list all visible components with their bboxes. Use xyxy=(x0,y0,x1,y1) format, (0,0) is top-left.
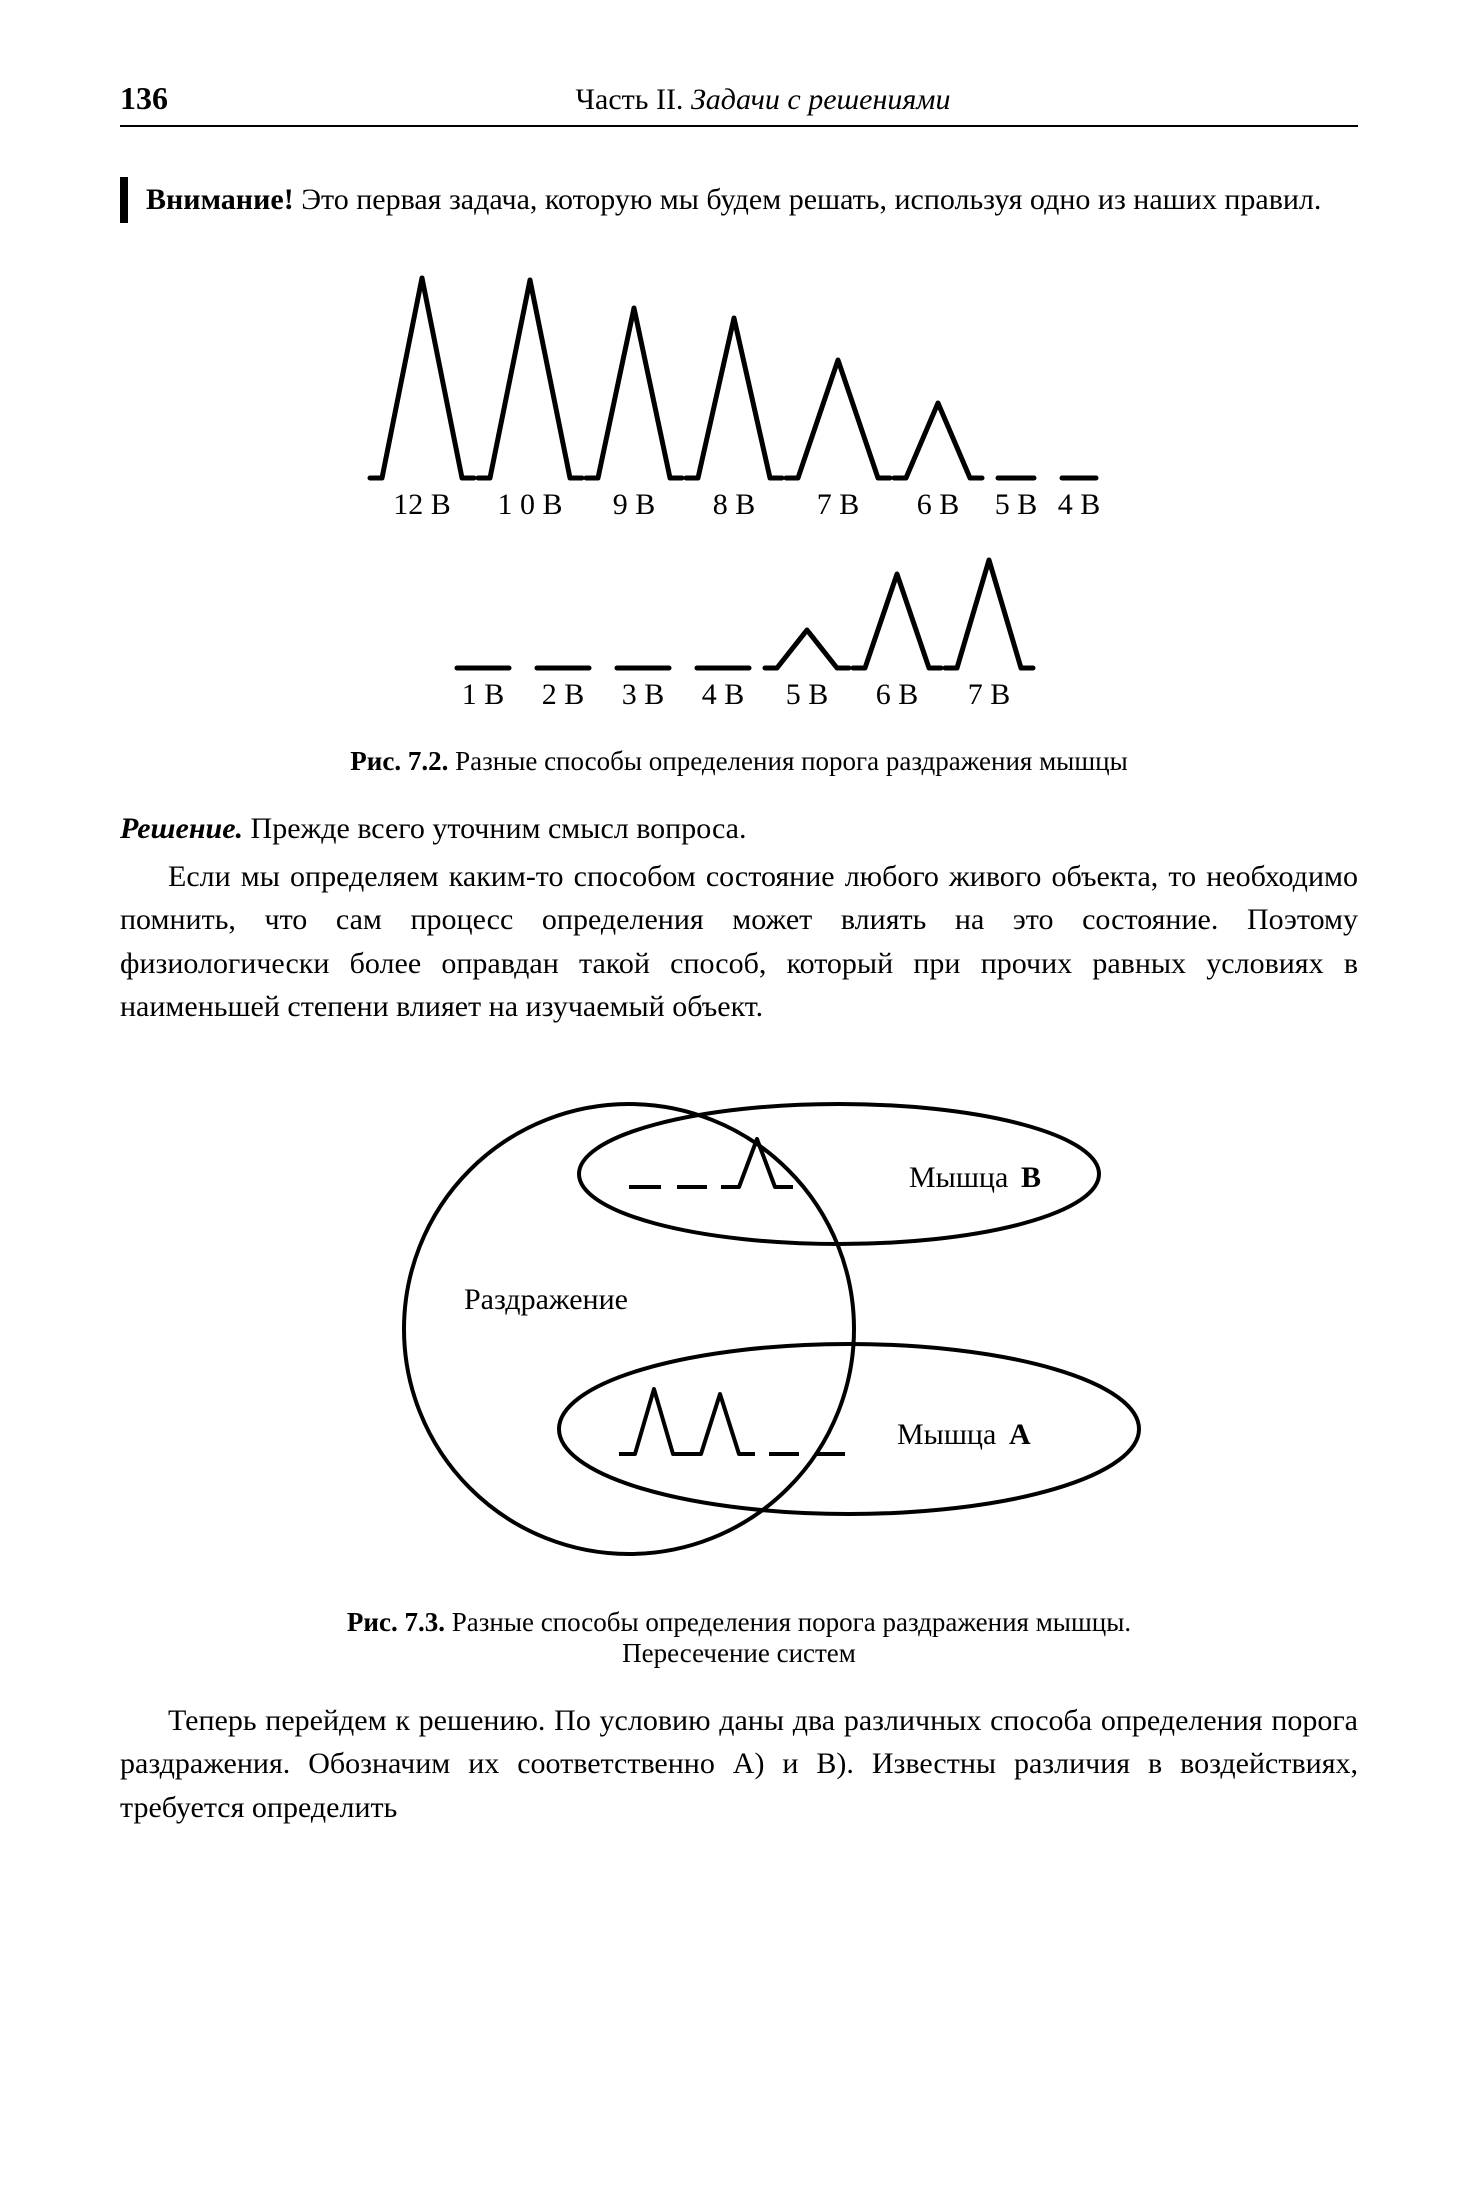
svg-text:4 В: 4 В xyxy=(702,678,745,711)
svg-text:Мышца: Мышца xyxy=(909,1161,1008,1194)
paragraph-3: Теперь перейдем к решению. По условию да… xyxy=(120,1699,1358,1830)
paragraph-2: Если мы определяем каким-то способом сос… xyxy=(120,855,1358,1029)
svg-text:1 В: 1 В xyxy=(462,678,505,711)
svg-text:5 В: 5 В xyxy=(786,678,829,711)
waveform-row-2: 1 В 2 В 3 В 4 В 5 В 6 В 7 В xyxy=(433,538,1045,713)
figure-7-3-caption: Рис. 7.3. Разные способы определения пор… xyxy=(120,1607,1358,1669)
svg-text:9 В: 9 В xyxy=(613,488,656,521)
venn-diagram: Мышца В Раздражение Мышца А xyxy=(289,1059,1189,1579)
attention-block: Внимание! Это первая задача, которую мы … xyxy=(120,177,1358,223)
svg-text:В: В xyxy=(1021,1161,1041,1194)
running-title: Часть II. Задачи с решениями xyxy=(168,83,1358,117)
svg-text:Мышца: Мышца xyxy=(897,1418,996,1451)
paragraph-solution-intro: Решение. Прежде всего уточним смысл вопр… xyxy=(120,807,1358,851)
svg-text:3 В: 3 В xyxy=(622,678,665,711)
attention-text: Это первая задача, которую мы будем реша… xyxy=(301,183,1321,216)
svg-text:12 В: 12 В xyxy=(393,488,451,521)
svg-text:А: А xyxy=(1009,1418,1031,1451)
svg-text:7 В: 7 В xyxy=(968,678,1011,711)
svg-text:6 В: 6 В xyxy=(876,678,919,711)
figure-7-3: Мышца В Раздражение Мышца А Рис. 7.3. Разн… xyxy=(120,1059,1358,1669)
page-number: 136 xyxy=(120,80,168,117)
svg-text:6 В: 6 В xyxy=(917,488,960,521)
figure-7-2: 12 В 1 0 В 9 В 8 В 7 В 6 В 5 В 4 В 1 В 2 В 3 В 4 В… xyxy=(120,263,1358,777)
waveform-row-1: 12 В 1 0 В 9 В 8 В 7 В 6 В 5 В 4 В xyxy=(358,263,1120,523)
svg-text:Раздражение: Раздражение xyxy=(464,1283,628,1316)
attention-label: Внимание! xyxy=(146,183,301,216)
svg-text:8 В: 8 В xyxy=(713,488,756,521)
page-header: 136 Часть II. Задачи с решениями xyxy=(120,80,1358,127)
svg-text:2 В: 2 В xyxy=(542,678,585,711)
figure-7-2-caption: Рис. 7.2. Разные способы определения пор… xyxy=(120,746,1358,777)
svg-text:4 В: 4 В xyxy=(1058,488,1101,521)
svg-text:1 0 В: 1 0 В xyxy=(497,488,562,521)
svg-text:5 В: 5 В xyxy=(995,488,1038,521)
svg-text:7 В: 7 В xyxy=(817,488,860,521)
